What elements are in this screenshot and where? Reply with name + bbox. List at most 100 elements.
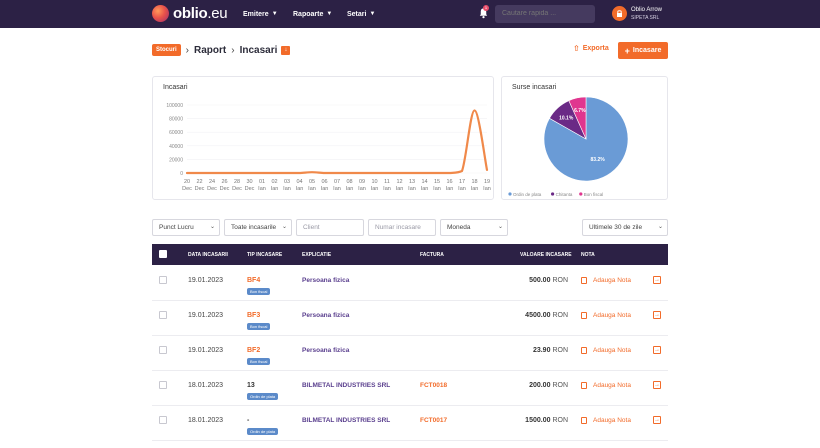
th-date[interactable]: DATA INCASARII bbox=[188, 252, 228, 258]
x-tick-label: 08 Ian bbox=[346, 179, 354, 192]
plus-icon: + bbox=[624, 45, 630, 56]
nav-rapoarte[interactable]: Rapoarte ▼ bbox=[293, 10, 333, 18]
row-tip[interactable]: BF4 bbox=[247, 277, 261, 284]
breadcrumb-separator: › bbox=[185, 44, 190, 56]
client-input[interactable]: Client bbox=[296, 219, 364, 236]
table-row[interactable]: 18.01.2023 - Ordin de plata BILMETAL INDUST… bbox=[152, 406, 668, 441]
row-checkbox[interactable] bbox=[159, 311, 167, 319]
logo-text: oblio.eu bbox=[173, 5, 228, 22]
x-tick-label: 18 Ian bbox=[471, 179, 479, 192]
add-note-link[interactable]: Adauga Nota bbox=[581, 312, 631, 319]
th-tip[interactable]: TIP INCASARE bbox=[247, 252, 283, 258]
add-incasare-button[interactable]: + Incasare bbox=[618, 42, 668, 59]
add-note-link[interactable]: Adauga Nota bbox=[581, 277, 631, 284]
table-row[interactable]: 19.01.2023 BF4 Bon fiscal Persoana fizica 50… bbox=[152, 266, 668, 301]
note-icon bbox=[581, 417, 587, 424]
search-input[interactable] bbox=[495, 5, 595, 23]
punct-lucru-select[interactable]: Punct Lucru ⌄ bbox=[152, 219, 220, 236]
row-checkbox[interactable] bbox=[159, 346, 167, 354]
period-select[interactable]: Ultimele 30 de zile ⌄ bbox=[582, 219, 668, 236]
x-tick-label: 07 Ian bbox=[333, 179, 341, 192]
nav-emitere[interactable]: Emitere ▼ bbox=[243, 10, 278, 18]
table-header: DATA INCASARII TIP INCASARE EXPLICATIE F… bbox=[152, 244, 668, 265]
row-valoare: 1500.00 RON bbox=[525, 417, 568, 424]
x-tick-label: 03 Ian bbox=[283, 179, 291, 192]
note-icon bbox=[581, 382, 587, 389]
y-tick-label: 80000 bbox=[169, 117, 183, 123]
add-note-link[interactable]: Adauga Nota bbox=[581, 347, 631, 354]
row-tip-badge: Ordin de plata bbox=[247, 393, 279, 400]
x-tick-label: 26 Dec bbox=[220, 179, 230, 192]
th-valoare[interactable]: VALOARE INCASARE bbox=[520, 252, 572, 258]
moneda-select[interactable]: Moneda ⌄ bbox=[440, 219, 508, 236]
breadcrumb-separator: › bbox=[231, 44, 235, 56]
export-button[interactable]: ⇧ Exporta bbox=[573, 44, 609, 53]
numar-incasare-input[interactable]: Numar incasare bbox=[368, 219, 436, 236]
user-name[interactable]: Oblio Arrow bbox=[631, 7, 663, 13]
x-tick-label: 11 Ian bbox=[383, 179, 391, 192]
x-tick-label: 04 Ian bbox=[296, 179, 304, 192]
breadcrumb-raport[interactable]: Raport bbox=[194, 44, 227, 56]
row-checkbox[interactable] bbox=[159, 416, 167, 424]
nav-setari[interactable]: Setari ▼ bbox=[347, 10, 376, 18]
y-tick-label: 0 bbox=[180, 171, 183, 177]
th-factura[interactable]: FACTURA bbox=[420, 252, 444, 258]
row-explicatie[interactable]: BILMETAL INDUSTRIES SRL bbox=[302, 417, 391, 424]
oblio-logo[interactable]: oblio.eu bbox=[152, 5, 228, 22]
chevron-down-icon: ⌄ bbox=[281, 224, 287, 230]
row-tip[interactable]: - bbox=[247, 417, 250, 424]
pie-slice[interactable] bbox=[543, 96, 629, 182]
pie-slice[interactable] bbox=[568, 96, 587, 140]
row-tip-badge: Bon fiscal bbox=[247, 288, 271, 295]
row-explicatie[interactable]: Persoana fizica bbox=[302, 312, 350, 319]
add-note-link[interactable]: Adauga Nota bbox=[581, 382, 631, 389]
row-explicatie[interactable]: Persoana fizica bbox=[302, 347, 350, 354]
legend-label[interactable]: Ordin de plata bbox=[513, 192, 542, 197]
chevron-down-icon: ▼ bbox=[326, 11, 333, 17]
tip-incasare-select[interactable]: Toate incasarile ⌄ bbox=[224, 219, 292, 236]
row-action-icon[interactable]: → bbox=[653, 311, 661, 319]
user-company: SIPETA SRL bbox=[631, 15, 660, 21]
row-valoare: 4500.00 RON bbox=[525, 312, 568, 319]
excel-export-icon[interactable]: ↓ bbox=[281, 45, 291, 55]
stocuri-badge[interactable]: Stocuri bbox=[152, 44, 181, 56]
row-action-icon[interactable]: → bbox=[653, 276, 661, 284]
row-checkbox[interactable] bbox=[159, 276, 167, 284]
row-action-icon[interactable]: → bbox=[653, 381, 661, 389]
select-all-checkbox[interactable] bbox=[159, 250, 167, 258]
row-checkbox[interactable] bbox=[159, 381, 167, 389]
x-tick-label: 19 Ian bbox=[483, 179, 491, 192]
row-factura[interactable]: FCT0018 bbox=[420, 382, 448, 389]
note-icon bbox=[581, 347, 587, 354]
row-tip-badge: Bon fiscal bbox=[247, 323, 271, 330]
row-action-icon[interactable]: → bbox=[653, 346, 661, 354]
add-note-link[interactable]: Adauga Nota bbox=[581, 417, 631, 424]
row-valoare: 23.90 RON bbox=[532, 347, 568, 354]
legend-label[interactable]: Chitanta bbox=[556, 192, 573, 197]
row-tip[interactable]: BF3 bbox=[247, 312, 261, 319]
row-factura[interactable]: FCT0017 bbox=[420, 417, 448, 424]
x-tick-label: 20 Dec bbox=[182, 179, 192, 192]
legend-label[interactable]: Bon fiscal bbox=[584, 192, 604, 197]
th-explicatie[interactable]: EXPLICATIE bbox=[302, 252, 332, 258]
chevron-down-icon: ▼ bbox=[271, 11, 278, 17]
page-title: Incasari bbox=[239, 44, 278, 56]
row-explicatie[interactable]: BILMETAL INDUSTRIES SRL bbox=[302, 382, 391, 389]
row-tip[interactable]: 13 bbox=[247, 382, 255, 389]
pie-data-label: 83.2% bbox=[591, 157, 606, 163]
x-tick-label: 09 Ian bbox=[358, 179, 366, 192]
table-row[interactable]: 19.01.2023 BF3 Bon fiscal Persoana fizica 45… bbox=[152, 301, 668, 336]
note-icon bbox=[581, 277, 587, 284]
legend-marker bbox=[579, 192, 583, 196]
avatar[interactable] bbox=[612, 6, 627, 21]
table-row[interactable]: 18.01.2023 13 Ordin de plata BILMETAL INDUS… bbox=[152, 371, 668, 406]
table-row[interactable]: 19.01.2023 BF2 Bon fiscal Persoana fizica 23… bbox=[152, 336, 668, 371]
row-tip[interactable]: BF2 bbox=[247, 347, 261, 354]
row-explicatie[interactable]: Persoana fizica bbox=[302, 277, 350, 284]
line-chart-title: Incasari bbox=[163, 84, 188, 91]
incasari-series-line bbox=[185, 109, 489, 175]
user-lock-icon bbox=[617, 10, 622, 17]
row-action-icon[interactable]: → bbox=[653, 416, 661, 424]
legend-marker bbox=[508, 192, 512, 196]
